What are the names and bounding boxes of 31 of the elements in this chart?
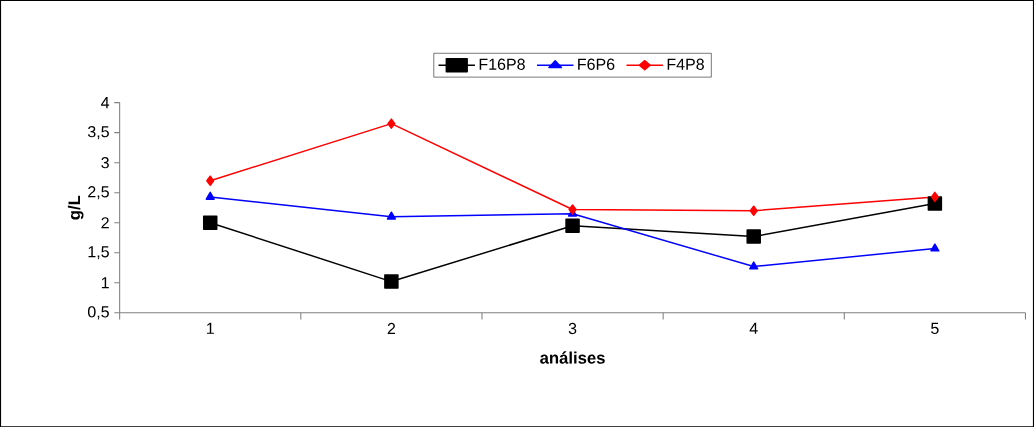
x-tick-label: 4	[749, 322, 758, 334]
point	[930, 243, 940, 252]
point	[384, 274, 399, 289]
legend-label: F6P6	[578, 58, 615, 70]
x-tick-label: 2	[387, 322, 396, 334]
point	[565, 218, 580, 233]
point	[386, 211, 397, 220]
y-tick-label: 3,5	[87, 125, 109, 140]
point	[930, 191, 939, 202]
y-tick-label: 2	[101, 216, 109, 229]
point	[206, 175, 215, 186]
point	[387, 118, 396, 129]
y-tick-label: 1	[101, 277, 109, 289]
y-tick-label: 1,5	[88, 246, 109, 260]
point	[749, 205, 758, 216]
legend-label: F16P8	[479, 58, 525, 70]
x-axis-title: análises	[540, 351, 605, 364]
point	[746, 229, 761, 244]
point	[749, 261, 759, 270]
x-tick-label: 1	[206, 322, 214, 334]
point	[205, 191, 215, 200]
x-tick-label: 5	[931, 322, 939, 334]
point	[202, 215, 218, 230]
y-tick-label: 2,5	[88, 185, 109, 200]
y-tick-label: 4	[101, 96, 110, 108]
x-tick-label: 3	[568, 322, 577, 334]
legend-label: F4P8	[667, 58, 704, 70]
point	[568, 204, 577, 215]
y-tick-label: 0,5	[87, 305, 109, 320]
y-tick-label: 3	[101, 156, 109, 169]
y-axis-title: g/L	[67, 195, 84, 220]
